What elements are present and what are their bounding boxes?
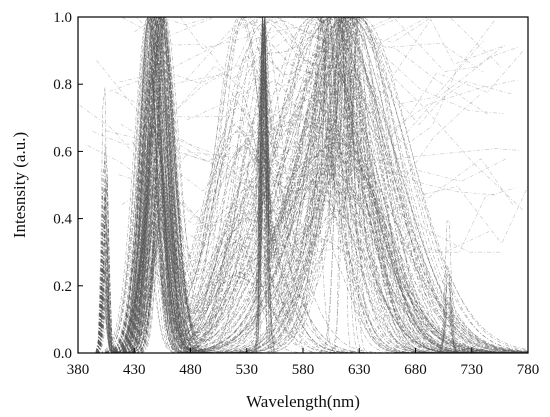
spectrum-line — [78, 17, 528, 353]
spectrum-line — [78, 17, 528, 353]
spectrum-line — [78, 17, 528, 353]
spectrum-line — [132, 59, 513, 226]
spectrum-line — [180, 78, 525, 212]
x-tick-label: 380 — [67, 362, 90, 378]
y-tick-label: 0.6 — [53, 144, 72, 160]
x-tick-label: 530 — [236, 362, 259, 378]
spectrum-line — [78, 17, 528, 353]
spectrum-line — [131, 114, 513, 224]
y-tick-label: 0.0 — [53, 346, 72, 362]
spectrum-line — [78, 17, 528, 353]
spectrum-line — [120, 123, 490, 253]
spectrum-line — [78, 17, 528, 353]
spectrum-line — [78, 17, 528, 353]
y-axis-title: Intesnsity (a.u.) — [10, 132, 29, 238]
spectrum-line — [78, 17, 528, 353]
spectrum-line — [78, 17, 528, 353]
spectrum-line — [78, 17, 528, 353]
y-tick-label: 0.8 — [53, 77, 72, 93]
x-tick-label: 730 — [461, 362, 484, 378]
spectrum-line — [78, 17, 528, 353]
y-tick-label: 1.0 — [53, 10, 72, 26]
spectrum-line — [86, 17, 504, 114]
x-tick-label: 480 — [179, 362, 202, 378]
spectrum-line — [78, 17, 528, 353]
spectrum-line — [78, 17, 528, 353]
spectrum-line — [179, 46, 519, 188]
x-tick-label: 630 — [348, 362, 371, 378]
spectrum-line — [78, 17, 528, 353]
spectrum-line — [78, 17, 528, 353]
spectrum-line — [78, 17, 528, 353]
spectrum-line — [78, 17, 528, 353]
spectrum-line — [78, 17, 528, 353]
x-tick-label: 780 — [517, 362, 540, 378]
x-tick-label: 430 — [123, 362, 146, 378]
spectrum-line — [78, 17, 528, 353]
spectrum-line — [121, 93, 481, 231]
spectrum-line — [78, 17, 528, 353]
spectrum-line — [78, 17, 528, 353]
spectrum-line — [78, 17, 528, 353]
spectrum-line — [119, 17, 500, 83]
y-axis: 0.0 0.2 0.4 0.6 0.8 1.0 — [53, 10, 83, 362]
y-tick-label: 0.2 — [53, 279, 72, 295]
spectrum-line — [78, 17, 528, 353]
spectrum-line — [78, 17, 528, 353]
spectrum-line — [92, 131, 520, 184]
spectrum-line — [78, 17, 528, 353]
spectrum-line — [78, 17, 528, 353]
spectrum-line — [78, 17, 528, 353]
spectrum-line — [78, 17, 528, 353]
spectrum-line — [105, 130, 528, 245]
x-axis: 380 430 480 530 580 630 680 730 780 — [67, 348, 540, 378]
spectrum-line — [78, 17, 528, 353]
spectrum-line — [78, 17, 528, 353]
spectrum-line — [134, 17, 494, 53]
spectrum-line — [78, 17, 528, 353]
spectrum-line — [78, 17, 528, 353]
spectrum-line — [78, 17, 528, 353]
spectrum-line — [87, 79, 519, 232]
spectrum-line — [78, 17, 528, 353]
spectrum-line — [78, 17, 528, 353]
spectrum-line — [78, 17, 528, 353]
spectrum-line — [78, 17, 528, 353]
spectrum-line — [78, 17, 528, 353]
spectra-curves — [78, 17, 528, 353]
spectrum-line — [78, 17, 528, 353]
spectrum-line — [78, 17, 528, 353]
x-tick-label: 680 — [404, 362, 427, 378]
spectrum-line — [78, 17, 528, 353]
spectrum-line — [78, 17, 528, 353]
spectrum-line — [95, 17, 484, 80]
spectrum-line — [78, 17, 528, 353]
x-axis-title: Wavelength(nm) — [246, 392, 360, 411]
spectrum-line — [164, 182, 502, 253]
spectrum-line — [78, 17, 528, 353]
spectrum-line — [185, 17, 506, 81]
spectrum-line — [78, 17, 528, 353]
spectrum-line — [78, 17, 528, 353]
spectrum-line — [78, 17, 528, 353]
spectrum-line — [78, 17, 528, 353]
y-tick-label: 0.4 — [53, 212, 72, 228]
spectrum-line — [158, 17, 513, 128]
spectrum-line — [79, 104, 507, 192]
spectrum-line — [78, 17, 528, 353]
spectrum-line — [78, 17, 528, 353]
spectrum-line — [109, 17, 488, 115]
spectrum-line — [186, 50, 523, 175]
spectrum-line — [78, 17, 528, 353]
spectrum-line — [78, 17, 528, 353]
spectrum-line — [146, 20, 495, 147]
x-tick-label: 580 — [292, 362, 315, 378]
spectrum-line — [78, 17, 528, 353]
spectrum-line — [78, 17, 528, 353]
spectrum-line — [78, 17, 528, 353]
